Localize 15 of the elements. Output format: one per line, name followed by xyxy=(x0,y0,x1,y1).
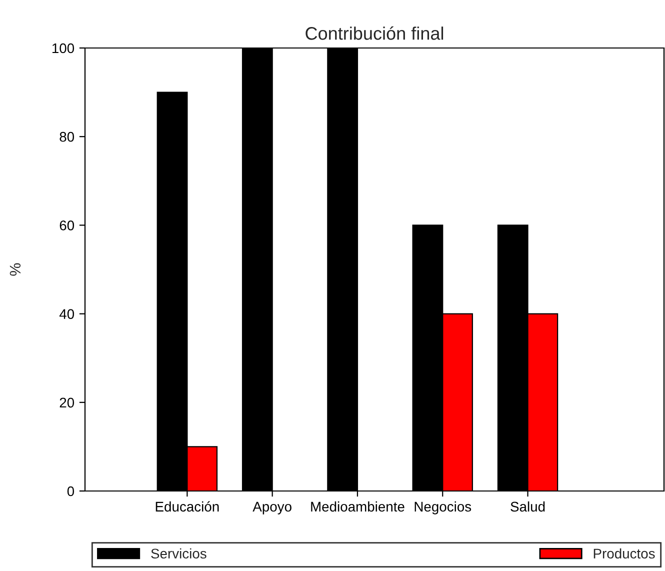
legend-label: Servicios xyxy=(151,548,206,559)
y-tick-label: 100 xyxy=(52,43,74,54)
y-tick-label: 0 xyxy=(67,486,74,496)
x-tick-label: Apoyo xyxy=(252,502,292,514)
legend-label: Productos xyxy=(594,548,655,559)
x-tick-label: Educación xyxy=(156,501,219,512)
y-tick-label: 60 xyxy=(60,220,74,230)
x-tick-label: Medioambiente xyxy=(311,501,404,512)
y-tick-label: 80 xyxy=(60,132,74,142)
chart-title: Contribución final xyxy=(306,26,444,40)
y-tick-label: 20 xyxy=(60,398,74,408)
y-axis-title: % xyxy=(10,263,21,276)
y-tick-label: 40 xyxy=(59,309,74,319)
x-tick-label: Negocios xyxy=(414,501,472,514)
x-tick-label: Salud xyxy=(510,501,545,512)
